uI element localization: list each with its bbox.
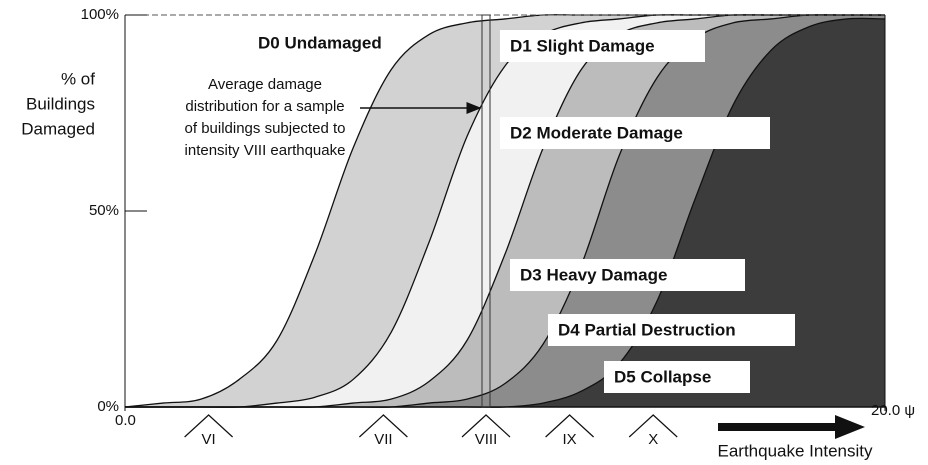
intensity-chevron: [358, 414, 408, 438]
region-label: D2 Moderate Damage: [510, 123, 683, 142]
intensity-label: X: [648, 431, 658, 448]
x-tick-label: 20.0 ψ: [871, 402, 915, 419]
y-axis-label: Damaged: [21, 119, 95, 138]
region-label: D0 Undamaged: [258, 33, 382, 52]
region-label: D1 Slight Damage: [510, 36, 655, 55]
label-box: [604, 361, 750, 393]
x-axis-label: Earthquake Intensity: [718, 441, 873, 460]
label-box: [510, 259, 745, 291]
annotation: intensity VIII earthquake: [185, 142, 346, 159]
y-axis-label: Buildings: [26, 94, 95, 113]
y-tick-label: 100%: [81, 6, 119, 23]
intensity-chevron: [184, 414, 234, 438]
annotation: Average damage: [208, 76, 322, 93]
region-label: D4 Partial Destruction: [558, 320, 736, 339]
y-axis-label: % of: [61, 69, 95, 88]
damage-area: [125, 18, 885, 408]
intensity-label: VIII: [475, 431, 498, 448]
intensity-label: VII: [374, 431, 392, 448]
intensity-chevron: [628, 414, 678, 438]
label-box: [500, 117, 770, 149]
y-tick-label: 50%: [89, 202, 119, 219]
intensity-chevron: [461, 414, 511, 438]
label-box: [548, 314, 795, 346]
sample-line: [481, 14, 491, 408]
region-label: D3 Heavy Damage: [520, 265, 667, 284]
label-box: [500, 30, 705, 62]
annotation: distribution for a sample: [185, 98, 344, 115]
x-tick-label: 0.0: [115, 412, 136, 429]
y-tick-label: 0%: [97, 398, 119, 415]
intensity-chevron: [545, 414, 595, 438]
region-label: D5 Collapse: [614, 367, 711, 386]
intensity-label: VI: [202, 431, 216, 448]
annotation: of buildings subjected to: [185, 120, 346, 137]
x-axis-arrow: [718, 415, 865, 439]
intensity-label: IX: [563, 431, 577, 448]
